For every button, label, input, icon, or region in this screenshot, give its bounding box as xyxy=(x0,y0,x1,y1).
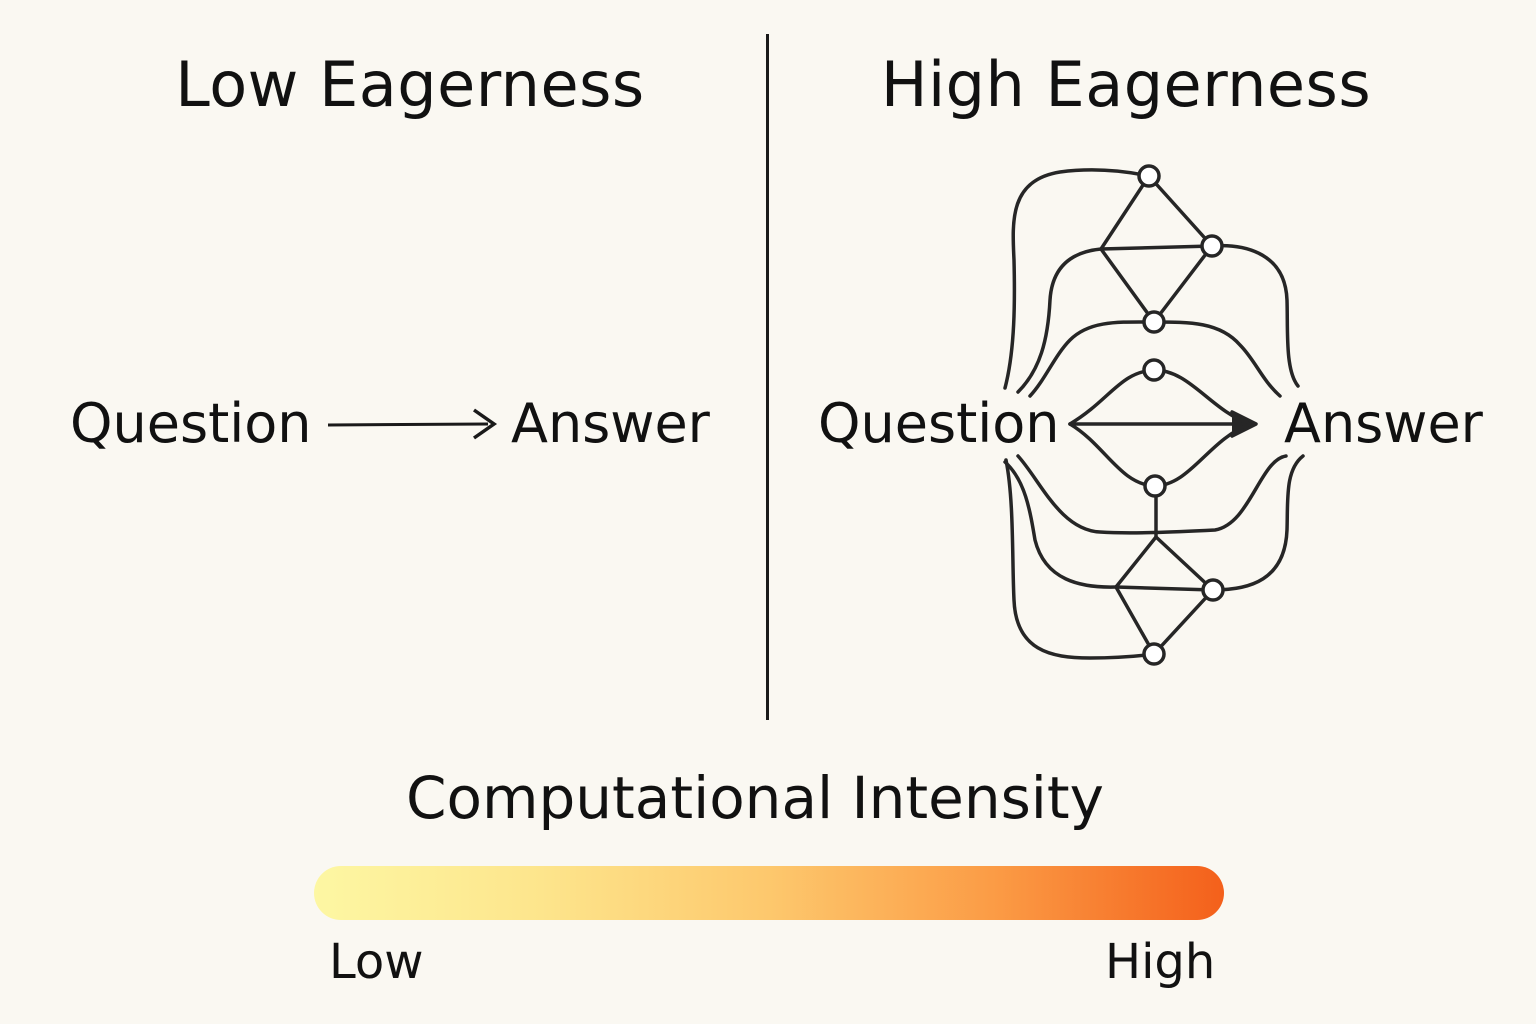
low-eagerness-title: Low Eagerness xyxy=(175,48,645,121)
node-top xyxy=(1137,164,1161,188)
right-answer-label: Answer xyxy=(1284,392,1483,455)
left-answer-label: Answer xyxy=(511,392,710,455)
scale-low-label: Low xyxy=(329,934,424,990)
mid-bottom-left-arc xyxy=(1003,460,1118,589)
lens-lower-path xyxy=(1068,422,1252,488)
mid-top-arc xyxy=(1210,243,1300,388)
lens-upper-path xyxy=(1068,368,1252,426)
scale-high-label: High xyxy=(1105,934,1216,990)
direct-arrow xyxy=(327,408,498,440)
outer-bottom-arc xyxy=(1004,458,1156,660)
right-question-label: Question xyxy=(818,392,1060,455)
outer-top-arc xyxy=(1003,168,1151,390)
upper-diamond xyxy=(1099,174,1214,324)
inner-bottom-left-arc xyxy=(1016,454,1288,535)
upper-diamond-bar xyxy=(1099,244,1214,251)
node-upper-right xyxy=(1200,234,1224,258)
network-nodes xyxy=(1137,164,1225,666)
left-question-label: Question xyxy=(70,392,312,455)
node-lower-right xyxy=(1201,578,1225,602)
panel-divider xyxy=(766,34,769,720)
lower-diamond xyxy=(1114,535,1215,656)
node-upper-bottom xyxy=(1142,310,1166,334)
inner-top-right-arc xyxy=(1152,320,1282,398)
intensity-gradient-bar xyxy=(314,866,1224,920)
mid-top-left-arc xyxy=(1016,247,1103,394)
node-lens-top xyxy=(1142,358,1166,382)
high-eagerness-title: High Eagerness xyxy=(880,48,1372,121)
node-lens-bottom xyxy=(1143,474,1167,498)
mid-bottom-right-arc xyxy=(1211,454,1305,592)
central-arrowhead xyxy=(1230,410,1258,438)
node-bottom xyxy=(1142,642,1166,666)
intensity-scale-title: Computational Intensity xyxy=(406,764,1104,832)
lower-diamond-bar xyxy=(1114,585,1215,592)
inner-top-arc xyxy=(1028,320,1156,398)
